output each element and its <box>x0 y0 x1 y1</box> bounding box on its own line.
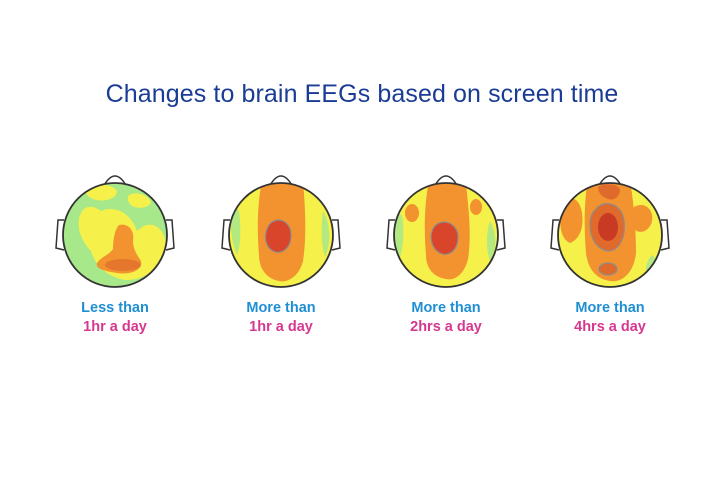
eeg-panel-2: More than 1hr a day <box>211 165 351 337</box>
left-ear-icon <box>55 219 65 251</box>
right-ear-icon <box>496 219 506 251</box>
caption-line2: 1hr a day <box>83 319 147 335</box>
caption-line2: 1hr a day <box>249 319 313 335</box>
left-ear-icon <box>550 219 560 251</box>
eeg-panel-3: More than 2hrs a day <box>376 165 516 337</box>
eeg-head-map-1 <box>55 175 175 288</box>
right-ear-icon <box>660 219 670 251</box>
eeg-head-map-4 <box>550 175 670 288</box>
left-ear-icon <box>221 219 231 251</box>
caption-line2: 4hrs a day <box>574 319 646 335</box>
eeg-panel-4: More than 4hrs a day <box>540 165 680 337</box>
eeg-head-map-2 <box>221 175 341 288</box>
left-ear-icon <box>386 219 396 251</box>
chart-title: Changes to brain EEGs based on screen ti… <box>105 80 619 108</box>
right-ear-icon <box>165 219 175 251</box>
caption-line1: Less than <box>81 300 149 316</box>
eeg-head-map-3 <box>386 175 506 288</box>
right-ear-icon <box>331 219 341 251</box>
eeg-panel-1: Less than 1hr a day <box>45 165 185 337</box>
caption-line1: More than <box>411 300 481 316</box>
caption-line2: 2hrs a day <box>410 319 482 335</box>
caption-line1: More than <box>246 300 316 316</box>
caption-line1: More than <box>575 300 645 316</box>
